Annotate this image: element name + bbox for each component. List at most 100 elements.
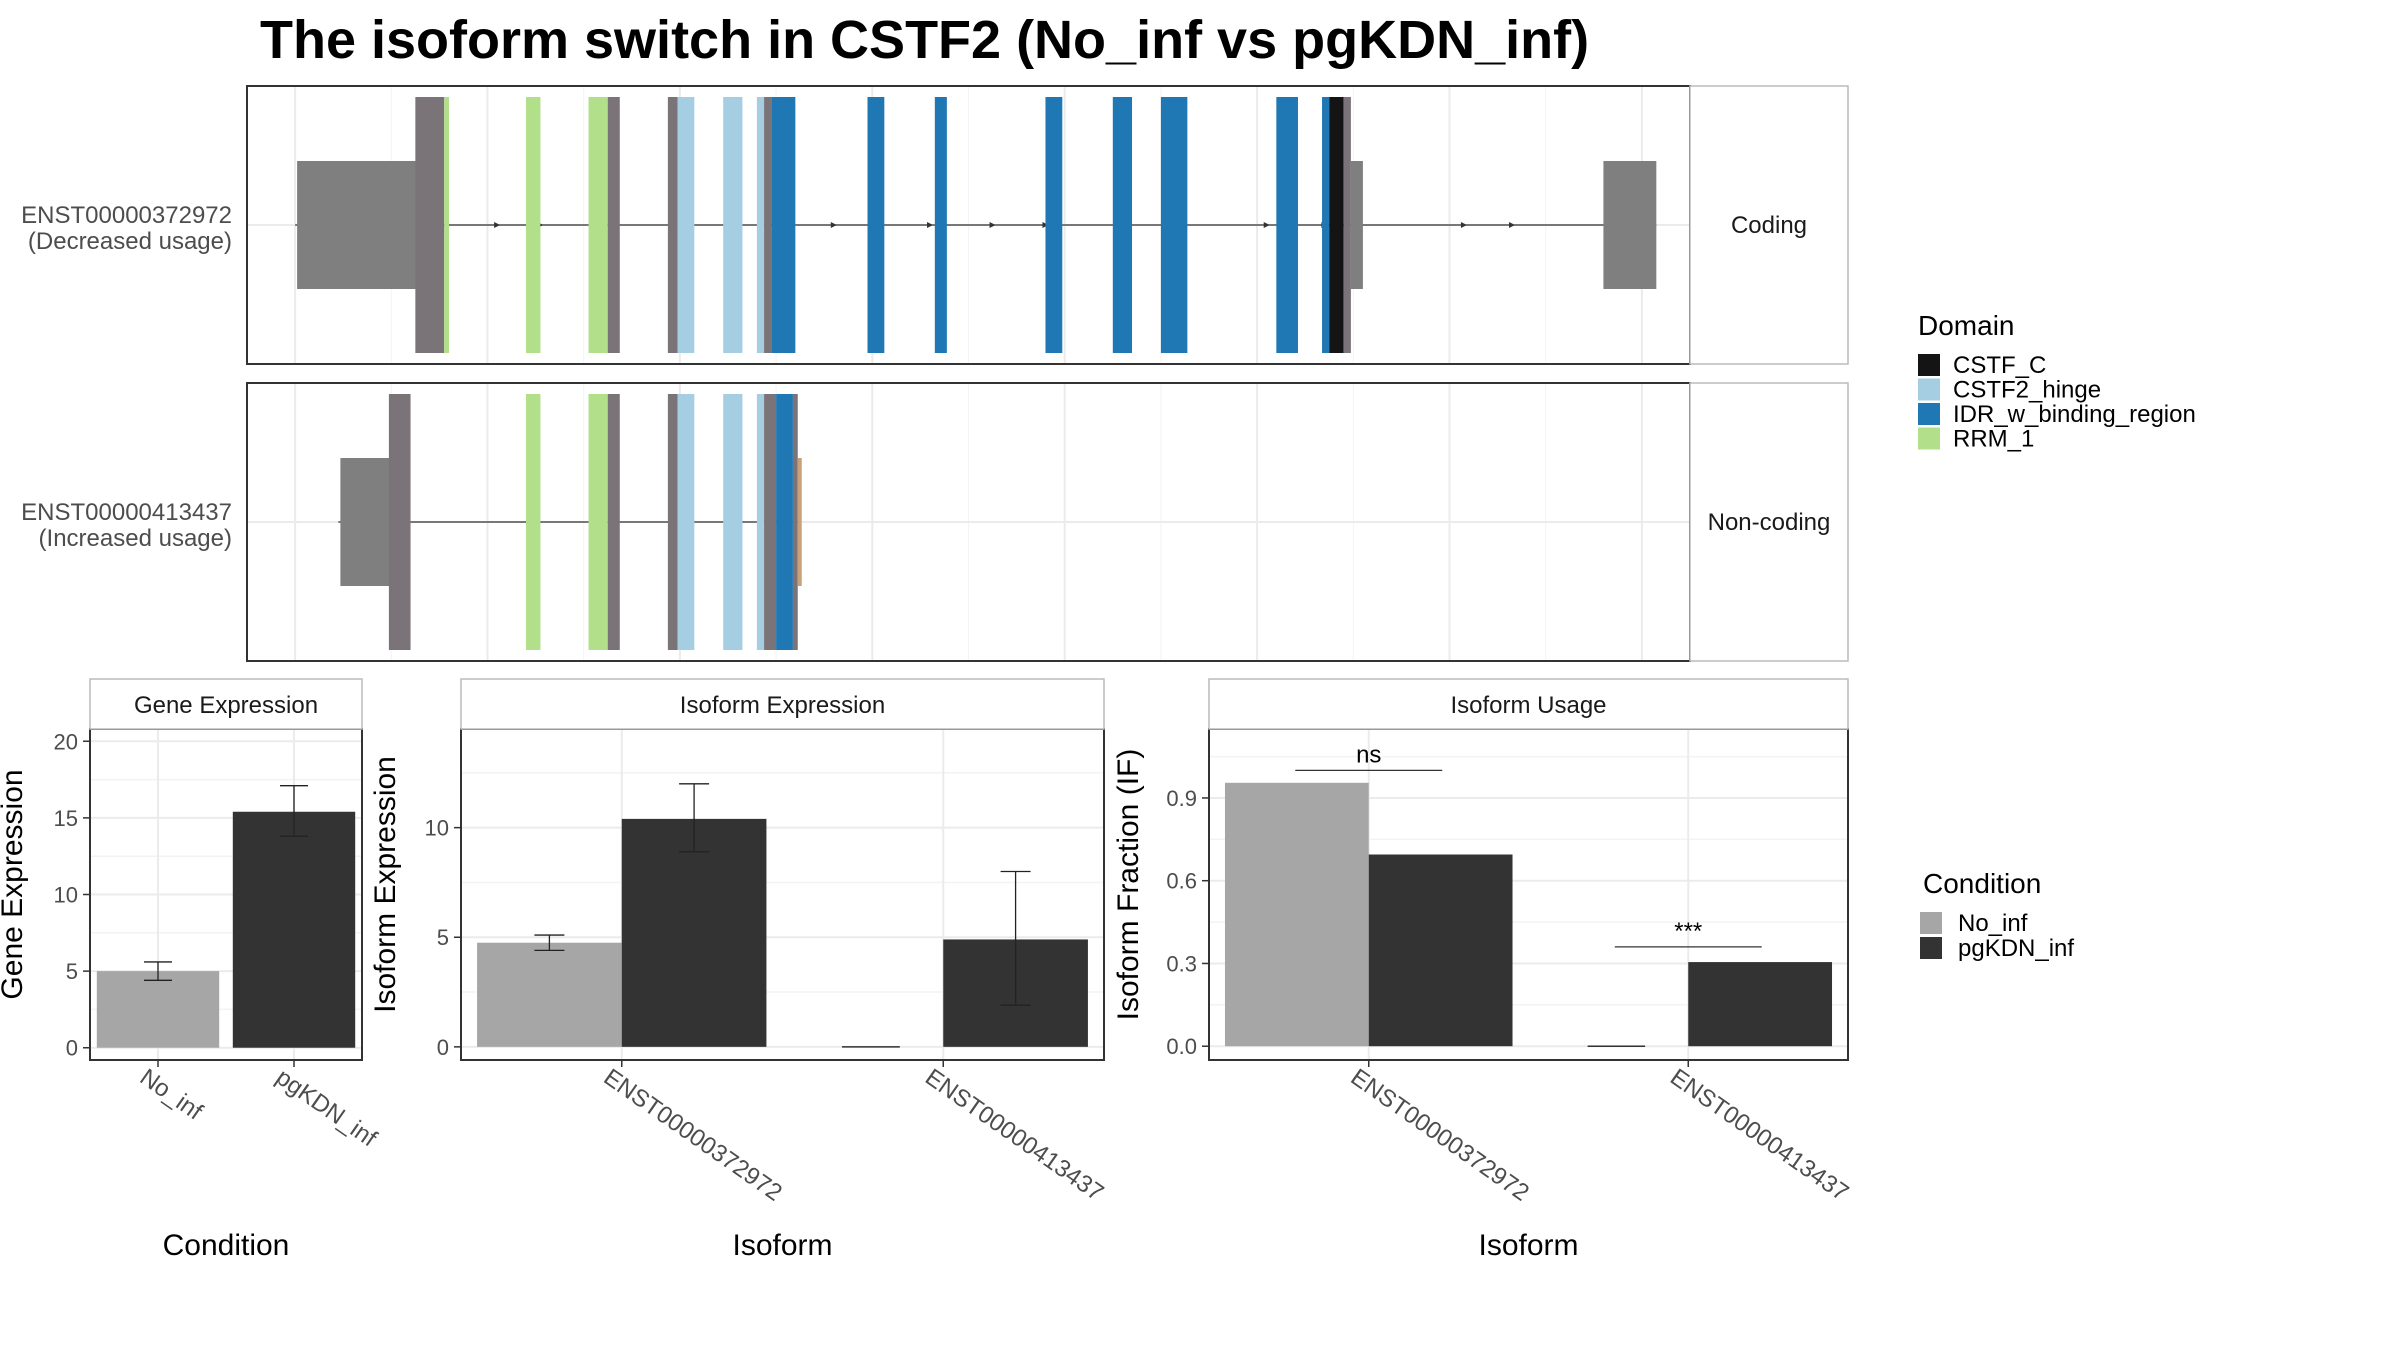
figure-title: The isoform switch in CSTF2 (No_inf vs p… (260, 10, 1589, 70)
x-axis-label: Isoform (1478, 1229, 1578, 1262)
domain-block (677, 97, 695, 353)
transcript-panel: Non-coding ENST00000413437(Increased usag… (21, 382, 1849, 662)
condition-legend-key (1920, 937, 1942, 959)
significance-label: *** (1674, 918, 1702, 945)
utr-3prime (797, 458, 802, 586)
domain-legend-key (1918, 427, 1940, 450)
domain-block (444, 97, 450, 353)
domain-block (934, 97, 947, 353)
x-tick-label: ENST00000413437 (1665, 1064, 1853, 1207)
exon-block (792, 394, 798, 650)
y-axis-label: Gene Expression (0, 769, 29, 999)
exon-block (667, 97, 678, 353)
direction-arrow (1460, 222, 1467, 228)
domain-block (776, 394, 793, 650)
y-axis-label: Isoform Expression (369, 756, 402, 1013)
panel-strip (460, 678, 1105, 730)
exon-block (764, 97, 772, 353)
x-tick-label: pgKDN_inf (271, 1064, 382, 1153)
y-tick-label: 10 (425, 816, 449, 841)
y-tick-label: 20 (54, 729, 78, 754)
domain-legend-label: IDR_w_binding_region (1953, 401, 2196, 428)
x-axis-label: Condition (163, 1229, 290, 1262)
direction-arrow (927, 222, 934, 228)
y-tick-label: 5 (437, 925, 449, 950)
domain-block (1045, 97, 1063, 353)
exon-block (1343, 97, 1351, 353)
y-tick-label: 0.6 (1166, 869, 1197, 894)
direction-arrow (989, 222, 996, 228)
condition-legend-title: Condition (1923, 868, 2041, 899)
x-tick-label: No_inf (135, 1064, 208, 1126)
domain-legend-key (1918, 354, 1940, 376)
y-tick-label: 0.9 (1166, 786, 1197, 811)
utr-3prime (1603, 161, 1657, 289)
domain-block (525, 394, 541, 650)
condition-legend-key (1920, 912, 1942, 934)
facet-strip (1689, 85, 1849, 365)
transcript-panel: Coding ENST00000372972(Decreased usage) (21, 85, 1849, 365)
x-tick-label: ENST00000372972 (599, 1064, 787, 1207)
domain-legend-key (1918, 403, 1940, 425)
transcript-usage-label: (Decreased usage) (28, 228, 232, 255)
domain-block (1160, 97, 1188, 353)
y-tick-label: 15 (54, 806, 78, 831)
domain-block (1329, 97, 1344, 353)
domain-block (756, 97, 765, 353)
bar-panel: Isoform Expression 0 5 10 ENST00000372972 ENS… (369, 678, 1108, 1262)
domain-block (588, 394, 608, 650)
panel-title: Isoform Expression (680, 692, 885, 719)
domain-block (1322, 97, 1330, 353)
domain-block (756, 394, 765, 650)
x-tick-label: ENST00000372972 (1346, 1064, 1534, 1207)
transcript-id-label: ENST00000372972 (21, 202, 232, 229)
condition-legend-label: No_inf (1958, 910, 2028, 937)
domain-block (867, 97, 885, 353)
facet-strip (1689, 382, 1849, 662)
y-tick-label: 5 (66, 959, 78, 984)
transcript-usage-label: (Increased usage) (39, 525, 232, 552)
exon-block (607, 394, 620, 650)
direction-arrow (830, 222, 837, 228)
domain-legend: Domain CSTF_CCSTF2_hingeIDR_w_binding_re… (1918, 310, 2196, 453)
utr-3prime-tail (1350, 161, 1363, 289)
exon-block (764, 394, 777, 650)
exon-block (607, 97, 620, 353)
domain-block (1276, 97, 1298, 353)
direction-arrow (1509, 222, 1516, 228)
panel-title: Gene Expression (134, 692, 318, 719)
domain-block (771, 97, 796, 353)
y-tick-label: 0.3 (1166, 951, 1197, 976)
y-tick-label: 0 (437, 1035, 449, 1060)
domain-block (677, 394, 695, 650)
bar (621, 818, 767, 1047)
panel-title: Isoform Usage (1450, 692, 1606, 719)
domain-block (723, 394, 743, 650)
bar (477, 942, 622, 1047)
significance-label: ns (1356, 741, 1381, 768)
exon-block (388, 394, 411, 650)
bar-panel: Gene Expression 0 5 10 15 20 No_inf pgKDN_inf Co… (0, 678, 382, 1262)
direction-arrow (1263, 222, 1270, 228)
domain-legend-label: RRM_1 (1953, 426, 2034, 453)
domain-legend-label: CSTF_C (1953, 352, 2046, 379)
transcript-class-label: Non-coding (1708, 509, 1831, 536)
bar (1368, 854, 1513, 1047)
bar (96, 971, 220, 1048)
condition-legend-label: pgKDN_inf (1958, 935, 2074, 962)
transcript-structure-panels: Coding ENST00000372972(Decreased usage) No… (21, 85, 1849, 662)
transcript-class-label: Coding (1731, 212, 1807, 239)
expression-panels: Gene Expression 0 5 10 15 20 No_inf pgKDN_inf Co… (0, 678, 1853, 1262)
domain-legend-title: Domain (1918, 310, 2014, 341)
exon-block (667, 394, 678, 650)
utr-5prime (297, 161, 420, 289)
bar (1688, 962, 1833, 1047)
y-tick-label: 0.0 (1166, 1034, 1197, 1059)
y-tick-label: 10 (54, 883, 78, 908)
y-axis-label: Isoform Fraction (IF) (1112, 749, 1145, 1021)
domain-legend-key (1918, 378, 1940, 401)
domain-block (1112, 97, 1133, 353)
x-axis-label: Isoform (732, 1229, 832, 1262)
